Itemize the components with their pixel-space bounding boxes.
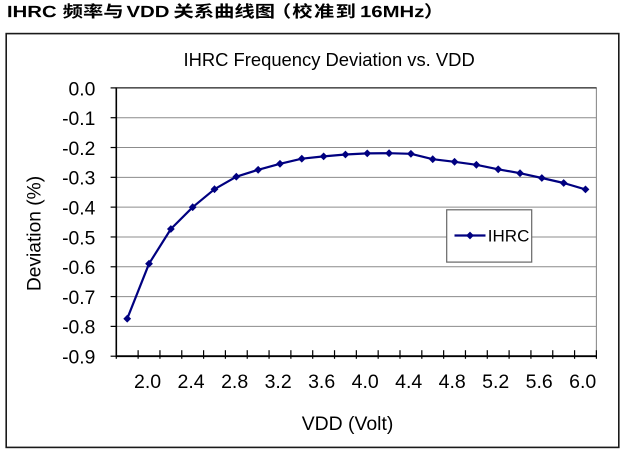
- svg-text:-0.6: -0.6: [62, 258, 95, 279]
- svg-text:-0.2: -0.2: [62, 139, 95, 160]
- svg-text:0.0: 0.0: [68, 79, 95, 100]
- svg-text:3.2: 3.2: [265, 371, 292, 393]
- svg-text:3.6: 3.6: [308, 371, 335, 393]
- svg-text:-0.4: -0.4: [62, 198, 96, 219]
- svg-text:-0.9: -0.9: [62, 348, 95, 369]
- svg-text:2.4: 2.4: [178, 371, 205, 393]
- svg-text:IHRC: IHRC: [488, 227, 530, 246]
- svg-text:5.2: 5.2: [482, 371, 509, 393]
- svg-text:-0.8: -0.8: [62, 318, 95, 339]
- svg-text:2.0: 2.0: [134, 371, 161, 393]
- svg-text:-0.7: -0.7: [62, 288, 95, 309]
- svg-text:5.6: 5.6: [526, 371, 553, 393]
- svg-text:4.0: 4.0: [352, 371, 379, 393]
- svg-text:-0.5: -0.5: [62, 228, 95, 249]
- svg-text:VDD (Volt): VDD (Volt): [302, 413, 394, 435]
- svg-text:4.8: 4.8: [439, 371, 466, 393]
- svg-text:2.8: 2.8: [221, 371, 248, 393]
- svg-text:Deviation (%): Deviation (%): [25, 176, 46, 291]
- svg-text:4.4: 4.4: [395, 371, 422, 393]
- svg-text:-0.3: -0.3: [62, 169, 95, 190]
- svg-text:-0.1: -0.1: [62, 109, 95, 130]
- svg-text:IHRC Frequency Deviation vs. V: IHRC Frequency Deviation vs. VDD: [183, 49, 474, 70]
- svg-text:6.0: 6.0: [569, 371, 596, 393]
